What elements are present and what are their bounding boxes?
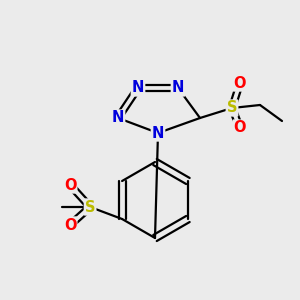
Text: S: S [227,100,237,116]
Text: N: N [112,110,124,125]
Text: O: O [64,218,76,232]
Text: N: N [172,80,184,95]
Text: O: O [64,178,76,193]
Text: O: O [234,76,246,91]
Text: N: N [152,125,164,140]
Text: O: O [234,121,246,136]
Text: S: S [85,200,95,214]
Text: N: N [132,80,144,95]
